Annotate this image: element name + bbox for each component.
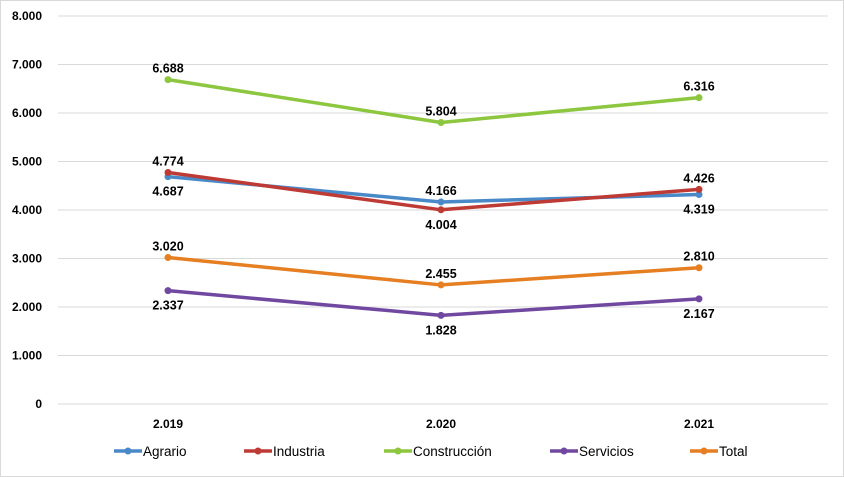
data-point bbox=[695, 264, 703, 272]
data-label: 5.804 bbox=[425, 105, 456, 119]
y-tick-label: 8.000 bbox=[12, 9, 42, 23]
data-point bbox=[695, 94, 703, 102]
legend-marker bbox=[394, 447, 402, 455]
legend-label: Servicios bbox=[579, 444, 634, 459]
legend-item: Agrario bbox=[114, 444, 187, 459]
y-tick-label: 4.000 bbox=[12, 203, 42, 217]
legend-item: Total bbox=[690, 444, 748, 459]
y-axis-ticks: 0 1.000 2.000 3.000 4.000 5.000 6.000 7.000 8.00… bbox=[12, 9, 42, 411]
y-tick-label: 7.000 bbox=[12, 58, 42, 72]
series-lines bbox=[164, 76, 703, 319]
data-label: 4.319 bbox=[683, 203, 714, 217]
data-point bbox=[695, 185, 703, 193]
data-point bbox=[164, 76, 172, 84]
data-label: 2.167 bbox=[683, 307, 714, 321]
y-tick-label: 5.000 bbox=[12, 155, 42, 169]
data-point bbox=[695, 191, 703, 199]
legend-marker bbox=[124, 447, 132, 455]
y-tick-label: 1.000 bbox=[12, 349, 42, 363]
legend-marker bbox=[700, 447, 708, 455]
legend: Agrario Industria Construcción Servicios Tot… bbox=[114, 444, 748, 459]
data-point bbox=[437, 119, 445, 127]
legend-item: Construcción bbox=[384, 444, 492, 459]
legend-marker bbox=[254, 447, 262, 455]
data-label: 4.166 bbox=[425, 184, 456, 198]
data-label: 2.810 bbox=[683, 250, 714, 264]
data-point bbox=[164, 287, 172, 295]
data-label: 6.316 bbox=[683, 80, 714, 94]
data-point bbox=[695, 295, 703, 303]
data-point bbox=[437, 281, 445, 289]
legend-marker bbox=[560, 447, 568, 455]
y-tick-label: 2.000 bbox=[12, 300, 42, 314]
data-label: 2.455 bbox=[425, 267, 456, 281]
data-point bbox=[164, 168, 172, 176]
data-point bbox=[164, 254, 172, 262]
legend-item: Servicios bbox=[550, 444, 634, 459]
x-axis-ticks: 2.019 2.020 2.021 bbox=[153, 417, 714, 431]
data-label: 2.337 bbox=[152, 299, 183, 313]
x-tick-label: 2.019 bbox=[153, 417, 183, 431]
data-label: 4.426 bbox=[683, 171, 714, 185]
data-labels: 4.687 4.166 4.319 4.774 4.004 4.426 6.688 5.804… bbox=[152, 62, 714, 338]
legend-item: Industria bbox=[244, 444, 325, 459]
data-point bbox=[437, 198, 445, 206]
data-label: 3.020 bbox=[152, 240, 183, 254]
legend-label: Total bbox=[719, 444, 748, 459]
y-tick-label: 0 bbox=[35, 397, 42, 411]
data-label: 4.774 bbox=[152, 154, 183, 168]
data-label: 1.828 bbox=[425, 323, 456, 337]
y-tick-label: 3.000 bbox=[12, 252, 42, 266]
y-tick-label: 6.000 bbox=[12, 106, 42, 120]
legend-label: Agrario bbox=[143, 444, 187, 459]
data-label: 6.688 bbox=[152, 62, 183, 76]
data-label: 4.687 bbox=[152, 185, 183, 199]
x-tick-label: 2.021 bbox=[684, 417, 714, 431]
data-label: 4.004 bbox=[425, 218, 456, 232]
data-point bbox=[437, 311, 445, 319]
data-point bbox=[437, 206, 445, 214]
legend-label: Construcción bbox=[413, 444, 492, 459]
legend-label: Industria bbox=[273, 444, 325, 459]
x-tick-label: 2.020 bbox=[426, 417, 456, 431]
